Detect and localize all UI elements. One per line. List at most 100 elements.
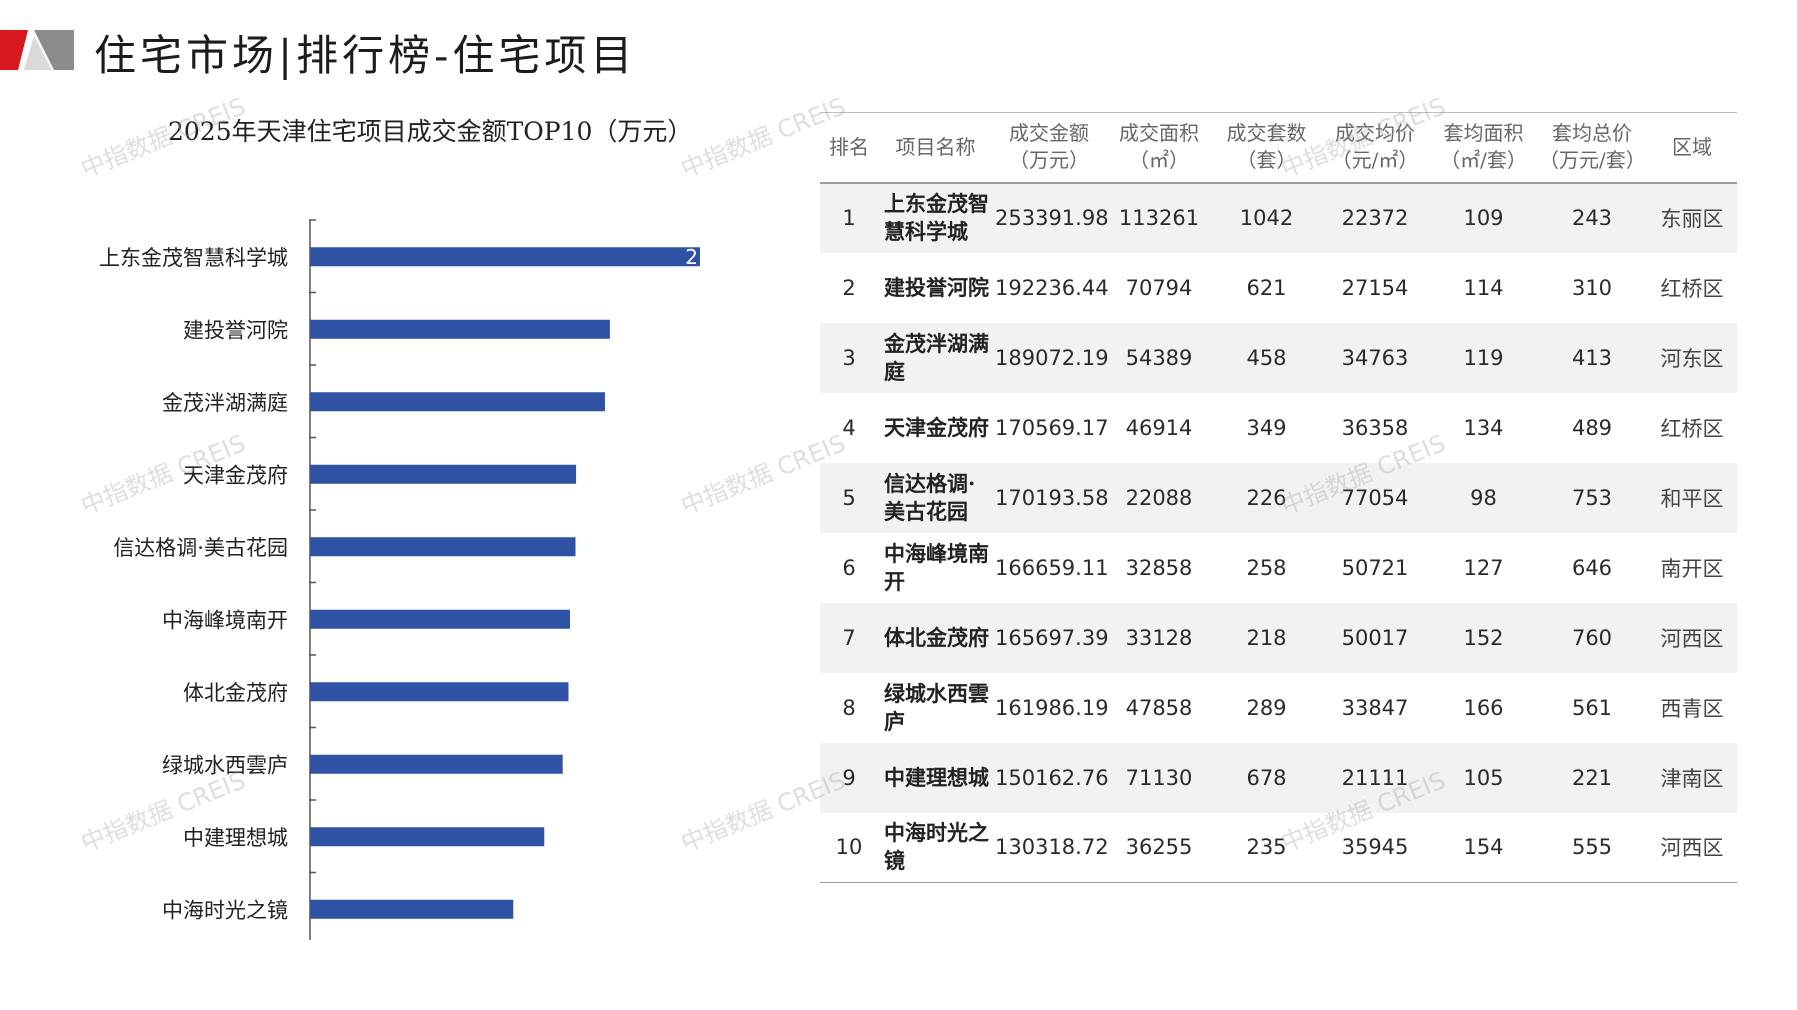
bar <box>310 392 605 412</box>
y-tick-label: 中海时光之镜 <box>162 898 288 922</box>
cell-amount: 166659.11 <box>995 555 1109 580</box>
column-header-line: 套均面积 <box>1443 121 1524 146</box>
cell-amount: 165697.39 <box>995 625 1109 650</box>
cell-district: 河西区 <box>1660 626 1724 651</box>
cell-district: 河西区 <box>1660 836 1724 861</box>
cell-avg-area: 109 <box>1463 206 1504 230</box>
cell-avg-total: 753 <box>1571 485 1613 510</box>
column-header-line: （㎡） <box>1129 148 1189 173</box>
column-header-line: 成交金额 <box>1009 121 1089 146</box>
cell-rank: 7 <box>842 625 856 650</box>
column-header-line: 成交均价 <box>1335 121 1415 146</box>
column-header-line: （套） <box>1236 148 1297 173</box>
table-row: 3 金茂泮湖满庭 189072.19 54389 458 34763 119 413 河东区 <box>820 322 1737 393</box>
cell-district: 西青区 <box>1660 696 1724 721</box>
column-header: 套均面积 （㎡/套） <box>1430 113 1537 183</box>
column-header-line: 项目名称 <box>895 134 976 159</box>
cell-area: 70794 <box>1125 275 1193 300</box>
column-header: 套均总价 （万元/套） <box>1537 113 1647 183</box>
cell-avg-area: 127 <box>1463 555 1504 580</box>
column-header: 成交面积 （㎡） <box>1105 113 1213 183</box>
cell-avg-area: 114 <box>1463 275 1504 300</box>
cell-district: 南开区 <box>1660 556 1724 581</box>
cell-name-line: 中建理想城 <box>884 764 989 790</box>
cell-avg-area: 166 <box>1463 695 1504 720</box>
bar <box>310 609 570 629</box>
y-tick-label: 上东金茂智慧科学城 <box>99 246 288 270</box>
table-row: 2 建投誉河院 192236.44 70794 621 27154 114 310 红桥区 <box>820 253 1737 323</box>
column-header: 成交套数 （套） <box>1213 113 1320 183</box>
cell-name: 信达格调· 美古花园 <box>878 463 993 533</box>
cell-avg-total: 413 <box>1571 345 1613 370</box>
table-row: 5 信达格调· 美古花园 170193.58 22088 226 77054 98 753 和平区 <box>820 462 1737 533</box>
cell-district: 红桥区 <box>1660 416 1724 441</box>
table-header: 排名 项目名称 成交金额 （万元） 成交面积 （㎡） 成交套数 （套） 成交均价 （元/㎡） 套均面… <box>820 112 1737 183</box>
cell-district: 河东区 <box>1660 346 1724 371</box>
cell-avg-total: 221 <box>1571 765 1613 790</box>
cell-avg-total: 760 <box>1571 625 1613 650</box>
cell-units: 678 <box>1246 765 1287 790</box>
cell-units: 1042 <box>1239 206 1294 230</box>
cell-rank: 8 <box>842 695 856 720</box>
ranking-table: 排名 项目名称 成交金额 （万元） 成交面积 （㎡） 成交套数 （套） 成交均价 （元/㎡） 套均面… <box>820 112 1737 883</box>
cell-name: 中海时光之镜 <box>878 813 993 883</box>
bar <box>310 682 569 702</box>
cell-avg-area: 98 <box>1470 485 1497 510</box>
bar-chart: 上东金茂智慧科学城 2 建投誉河院金茂泮湖满庭天津金茂府信达格调·美古花园中海峰境南… <box>99 219 700 940</box>
cell-name-line: 绿城水西雲 <box>884 680 989 706</box>
cell-name-line: 建投誉河院 <box>884 274 989 300</box>
cell-avg-price: 22372 <box>1341 206 1409 230</box>
cell-area: 36255 <box>1125 835 1193 860</box>
cell-name-line: 镜 <box>884 848 905 874</box>
cell-name: 体北金茂府 <box>878 603 993 673</box>
column-header: 排名 <box>820 113 878 183</box>
cell-name: 绿城水西雲庐 <box>878 673 993 743</box>
y-tick-label: 体北金茂府 <box>183 681 288 705</box>
cell-avg-total: 489 <box>1571 415 1613 440</box>
cell-amount: 170193.58 <box>995 485 1109 510</box>
column-header-line: 成交面积 <box>1119 121 1199 146</box>
y-tick-label: 建投誉河院 <box>183 318 288 342</box>
cell-name-line: 信达格调· <box>884 470 976 496</box>
cell-area: 71130 <box>1125 765 1193 790</box>
cell-avg-price: 77054 <box>1341 485 1409 510</box>
cell-avg-price: 50017 <box>1341 625 1409 650</box>
cell-name-line: 开 <box>884 568 905 594</box>
cell-amount: 150162.76 <box>995 765 1109 790</box>
logo-grey-shape <box>34 30 74 70</box>
cell-name-line: 体北金茂府 <box>884 624 989 650</box>
column-header-line: （㎡/套） <box>1440 148 1527 173</box>
cell-amount: 170569.17 <box>995 415 1109 440</box>
cell-rank: 2 <box>842 275 856 300</box>
table-row: 8 绿城水西雲庐 161986.19 47858 289 33847 166 561 西青区 <box>820 673 1737 743</box>
chart-title: 2025年天津住宅项目成交金额TOP10（万元） <box>168 117 693 146</box>
bar <box>310 754 563 774</box>
cell-avg-area: 105 <box>1463 765 1504 790</box>
cell-rank: 4 <box>842 415 856 440</box>
cell-avg-total: 310 <box>1571 275 1613 300</box>
y-tick-label: 中海峰境南开 <box>162 608 288 632</box>
cell-district: 东丽区 <box>1660 207 1724 231</box>
cell-avg-price: 34763 <box>1341 345 1409 370</box>
bar <box>310 319 610 339</box>
table-row: 7 体北金茂府 165697.39 33128 218 50017 152 760 河西区 <box>820 602 1737 673</box>
cell-units: 289 <box>1246 695 1287 720</box>
bar <box>310 537 576 557</box>
brand-logo <box>0 30 74 70</box>
column-header-line: 成交套数 <box>1226 121 1307 146</box>
table-row: 6 中海峰境南开 166659.11 32858 258 50721 127 646 南开区 <box>820 533 1737 603</box>
y-tick-label: 天津金茂府 <box>183 463 288 487</box>
cell-amount: 161986.19 <box>995 695 1109 720</box>
cell-avg-area: 134 <box>1463 415 1504 440</box>
cell-units: 226 <box>1246 485 1287 510</box>
column-header-line: （万元） <box>1009 148 1089 173</box>
cell-avg-total: 561 <box>1571 695 1613 720</box>
bar <box>310 827 545 847</box>
cell-amount: 189072.19 <box>995 345 1109 370</box>
cell-units: 235 <box>1246 835 1287 860</box>
cell-name: 中海峰境南开 <box>878 533 993 603</box>
cell-rank: 5 <box>842 485 856 510</box>
cell-units: 621 <box>1246 275 1287 300</box>
cell-avg-total: 646 <box>1571 555 1613 580</box>
column-header: 成交均价 （元/㎡） <box>1320 113 1430 183</box>
